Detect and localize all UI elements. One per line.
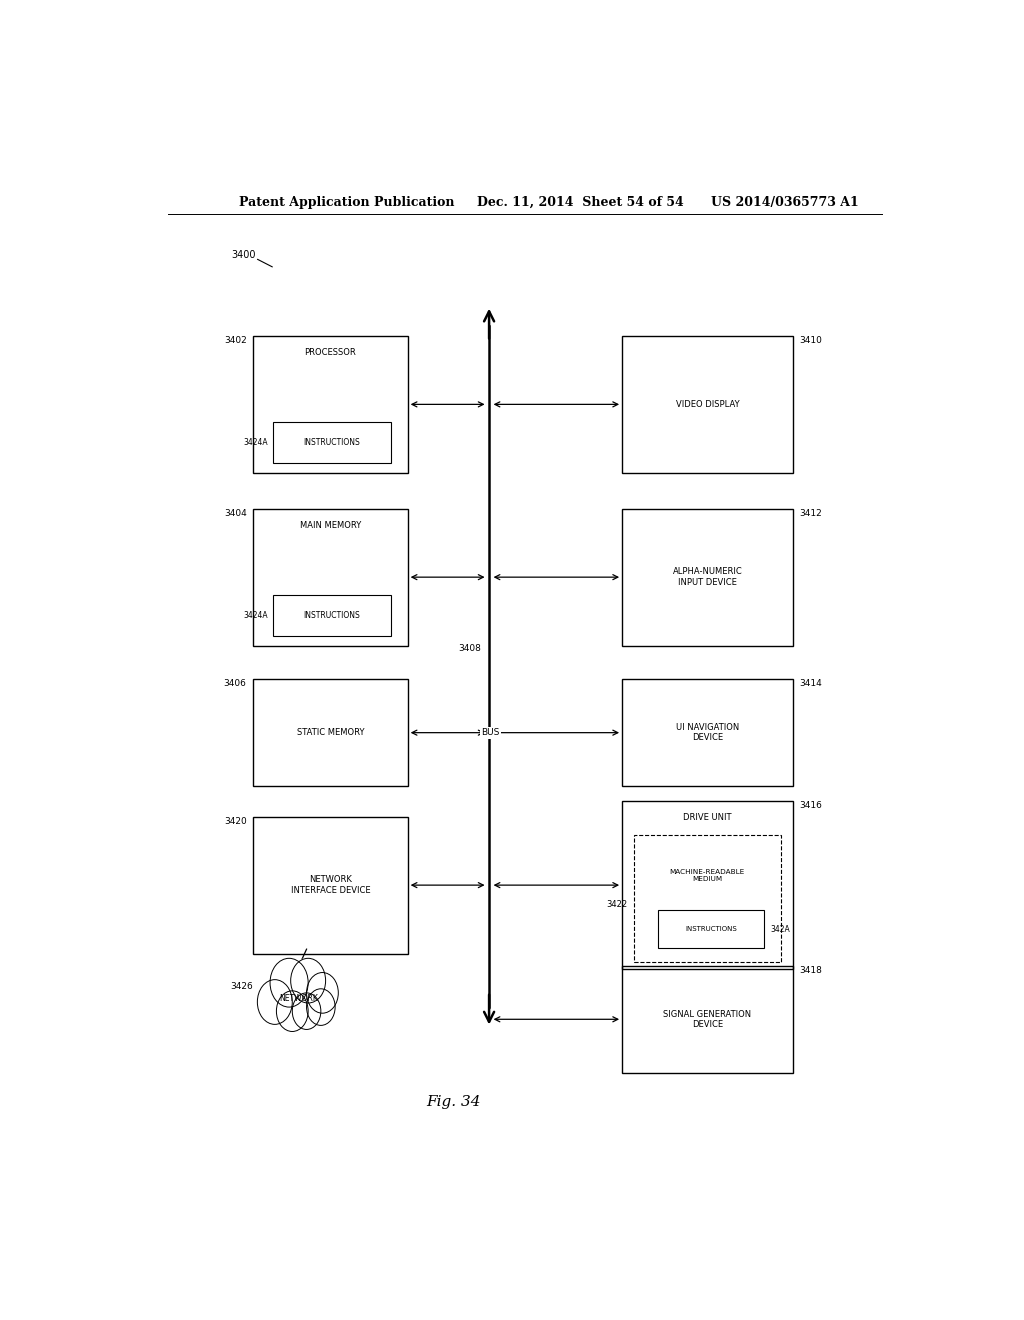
- Text: 3420: 3420: [224, 817, 247, 825]
- Text: VIDEO DISPLAY: VIDEO DISPLAY: [676, 400, 739, 409]
- Bar: [622, 335, 793, 473]
- Text: NETWORK: NETWORK: [280, 994, 318, 1003]
- Bar: [634, 834, 780, 962]
- Text: 3404: 3404: [224, 508, 247, 517]
- Text: DRIVE UNIT: DRIVE UNIT: [683, 813, 731, 822]
- Text: 3424A: 3424A: [244, 611, 268, 620]
- Bar: [622, 801, 793, 969]
- Text: 3416: 3416: [799, 801, 822, 810]
- Text: 3406: 3406: [224, 680, 247, 688]
- Text: MAIN MEMORY: MAIN MEMORY: [300, 521, 361, 529]
- Text: STATIC MEMORY: STATIC MEMORY: [297, 729, 365, 737]
- Text: 3402: 3402: [224, 335, 247, 345]
- Text: UI NAVIGATION
DEVICE: UI NAVIGATION DEVICE: [676, 723, 739, 742]
- Text: INSTRUCTIONS: INSTRUCTIONS: [303, 611, 360, 620]
- Text: BUS: BUS: [481, 729, 500, 737]
- Bar: [253, 680, 408, 785]
- Circle shape: [291, 958, 326, 1003]
- Circle shape: [270, 958, 308, 1007]
- Text: 3424A: 3424A: [244, 438, 268, 447]
- Bar: [622, 966, 793, 1073]
- Text: 3426: 3426: [229, 982, 253, 991]
- Bar: [273, 595, 391, 636]
- Text: MACHINE-READABLE
MEDIUM: MACHINE-READABLE MEDIUM: [670, 869, 744, 882]
- Bar: [253, 817, 408, 954]
- Text: 3412: 3412: [799, 508, 821, 517]
- Circle shape: [292, 993, 321, 1030]
- Text: PROCESSOR: PROCESSOR: [304, 348, 356, 356]
- Text: Patent Application Publication: Patent Application Publication: [240, 195, 455, 209]
- Text: ALPHA-NUMERIC
INPUT DEVICE: ALPHA-NUMERIC INPUT DEVICE: [673, 568, 742, 587]
- Circle shape: [257, 979, 292, 1024]
- Text: SIGNAL GENERATION
DEVICE: SIGNAL GENERATION DEVICE: [664, 1010, 752, 1030]
- Bar: [658, 909, 764, 948]
- Text: US 2014/0365773 A1: US 2014/0365773 A1: [712, 195, 859, 209]
- Circle shape: [306, 973, 338, 1014]
- Bar: [273, 422, 391, 463]
- Bar: [253, 335, 408, 473]
- Text: 3408: 3408: [459, 644, 481, 653]
- Text: 3422: 3422: [606, 900, 628, 909]
- Text: 3410: 3410: [799, 335, 822, 345]
- Bar: [253, 508, 408, 645]
- Text: 3400: 3400: [231, 249, 256, 260]
- Text: Dec. 11, 2014  Sheet 54 of 54: Dec. 11, 2014 Sheet 54 of 54: [477, 195, 684, 209]
- Text: Fig. 34: Fig. 34: [426, 1094, 480, 1109]
- Text: INSTRUCTIONS: INSTRUCTIONS: [303, 438, 360, 447]
- Circle shape: [276, 991, 308, 1031]
- Text: INSTRUCTIONS: INSTRUCTIONS: [685, 927, 737, 932]
- Bar: [622, 680, 793, 785]
- Text: 3414: 3414: [799, 680, 821, 688]
- Text: 3418: 3418: [799, 966, 822, 975]
- Text: 342A: 342A: [770, 924, 791, 933]
- Circle shape: [306, 989, 335, 1026]
- Bar: [622, 508, 793, 645]
- Text: NETWORK
INTERFACE DEVICE: NETWORK INTERFACE DEVICE: [291, 875, 371, 895]
